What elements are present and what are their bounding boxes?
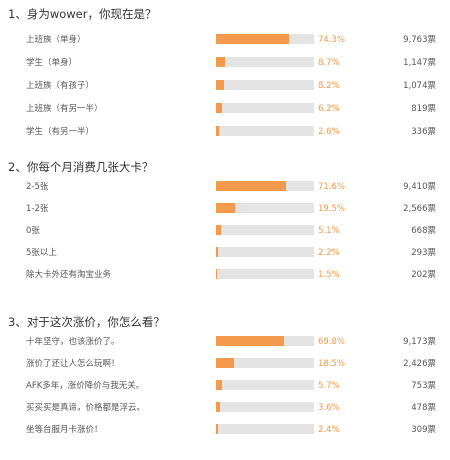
- option-row: 坐等台服月卡涨价！ 2.4% 309票: [0, 423, 450, 437]
- percent-bar: [216, 203, 314, 213]
- option-label: 1-2张: [26, 204, 49, 214]
- option-label: 买买买是真谛，价格都是浮云。: [26, 403, 146, 413]
- percent-bar-fill: [216, 80, 225, 90]
- option-row: AFK多年，涨价降价与我无关。 5.7% 753票: [0, 379, 450, 393]
- percent-bar-fill: [216, 126, 219, 136]
- percent-bar: [216, 402, 314, 412]
- option-row: 学生（单身） 8.7% 1,147票: [0, 56, 450, 70]
- option-votes: 202票: [411, 270, 436, 280]
- option-percent: 8.7%: [318, 58, 340, 68]
- option-row: 十年坚守，也该涨价了。 69.8% 9,173票: [0, 335, 450, 349]
- option-votes: 1,074票: [403, 81, 436, 91]
- percent-bar-fill: [216, 181, 287, 191]
- option-votes: 1,147票: [403, 58, 436, 68]
- option-percent: 5.7%: [318, 381, 340, 391]
- question-title: 1、身为wower，你现在是？: [8, 7, 157, 21]
- option-label: 上班族（单身）: [26, 35, 86, 45]
- percent-bar: [216, 225, 314, 235]
- percent-bar-fill: [216, 225, 221, 235]
- option-percent: 18.5%: [318, 359, 346, 369]
- percent-bar: [216, 336, 314, 346]
- option-votes: 668票: [411, 226, 436, 236]
- option-votes: 9,410票: [403, 182, 436, 192]
- percent-bar-fill: [216, 402, 220, 412]
- option-percent: 74.3%: [318, 35, 346, 45]
- option-label: 上班族（有另一半）: [26, 104, 103, 114]
- option-row: 0张 5.1% 668票: [0, 224, 450, 238]
- percent-bar-fill: [216, 34, 289, 44]
- option-row: 上班族（单身） 74.3% 9,763票: [0, 33, 450, 47]
- percent-bar: [216, 269, 314, 279]
- percent-bar: [216, 358, 314, 368]
- option-row: 1-2张 19.5% 2,566票: [0, 202, 450, 216]
- option-votes: 293票: [411, 248, 436, 258]
- option-votes: 309票: [411, 425, 436, 435]
- option-votes: 9,173票: [403, 337, 436, 347]
- option-percent: 2.6%: [318, 127, 340, 137]
- percent-bar-fill: [216, 203, 236, 213]
- percent-bar-fill: [216, 57, 225, 67]
- option-label: 上班族（有孩子）: [26, 81, 95, 91]
- percent-bar-fill: [216, 424, 219, 434]
- option-percent: 1.5%: [318, 270, 340, 280]
- option-votes: 9,763票: [403, 35, 436, 45]
- percent-bar-fill: [216, 358, 235, 368]
- option-row: 2-5张 71.6% 9,410票: [0, 180, 450, 194]
- option-row: 上班族（有孩子） 8.2% 1,074票: [0, 79, 450, 93]
- percent-bar: [216, 424, 314, 434]
- percent-bar: [216, 181, 314, 191]
- option-percent: 71.6%: [318, 182, 346, 192]
- percent-bar: [216, 80, 314, 90]
- option-label: 坐等台服月卡涨价！: [26, 425, 103, 435]
- option-label: 涨价了还让人怎么玩啊！: [26, 359, 120, 369]
- option-percent: 69.8%: [318, 337, 346, 347]
- option-label: 2-5张: [26, 182, 49, 192]
- question-title: 3、对于这次涨价，你怎么看？: [8, 315, 165, 329]
- percent-bar: [216, 103, 314, 113]
- option-label: 0张: [26, 226, 40, 236]
- option-percent: 5.1%: [318, 226, 340, 236]
- option-row: 买买买是真谛，价格都是浮云。 3.6% 478票: [0, 401, 450, 415]
- percent-bar-fill: [216, 380, 222, 390]
- percent-bar-fill: [216, 269, 218, 279]
- option-percent: 3.6%: [318, 403, 340, 413]
- option-percent: 2.4%: [318, 425, 340, 435]
- percent-bar: [216, 34, 314, 44]
- option-percent: 6.2%: [318, 104, 340, 114]
- question-title: 2、你每个月消费几张大卡？: [8, 160, 154, 174]
- percent-bar-fill: [216, 103, 223, 113]
- option-label: 学生（有另一半）: [26, 127, 95, 137]
- percent-bar: [216, 380, 314, 390]
- option-percent: 8.2%: [318, 81, 340, 91]
- percent-bar-fill: [216, 247, 219, 257]
- option-label: 5张以上: [26, 248, 57, 258]
- percent-bar-fill: [216, 336, 285, 346]
- option-row: 上班族（有另一半） 6.2% 819票: [0, 102, 450, 116]
- option-row: 5张以上 2.2% 293票: [0, 246, 450, 260]
- option-percent: 2.2%: [318, 248, 340, 258]
- option-label: 十年坚守，也该涨价了。: [26, 337, 120, 347]
- option-votes: 753票: [411, 381, 436, 391]
- option-votes: 2,426票: [403, 359, 436, 369]
- option-votes: 2,566票: [403, 204, 436, 214]
- option-votes: 478票: [411, 403, 436, 413]
- percent-bar: [216, 57, 314, 67]
- option-label: AFK多年，涨价降价与我无关。: [26, 381, 145, 391]
- option-row: 涨价了还让人怎么玩啊！ 18.5% 2,426票: [0, 357, 450, 371]
- percent-bar: [216, 247, 314, 257]
- percent-bar: [216, 126, 314, 136]
- option-label: 学生（单身）: [26, 58, 78, 68]
- option-label: 除大卡外还有淘宝业务: [26, 270, 112, 280]
- option-votes: 336票: [411, 127, 436, 137]
- option-percent: 19.5%: [318, 204, 346, 214]
- option-votes: 819票: [411, 104, 436, 114]
- option-row: 学生（有另一半） 2.6% 336票: [0, 125, 450, 139]
- option-row: 除大卡外还有淘宝业务 1.5% 202票: [0, 268, 450, 282]
